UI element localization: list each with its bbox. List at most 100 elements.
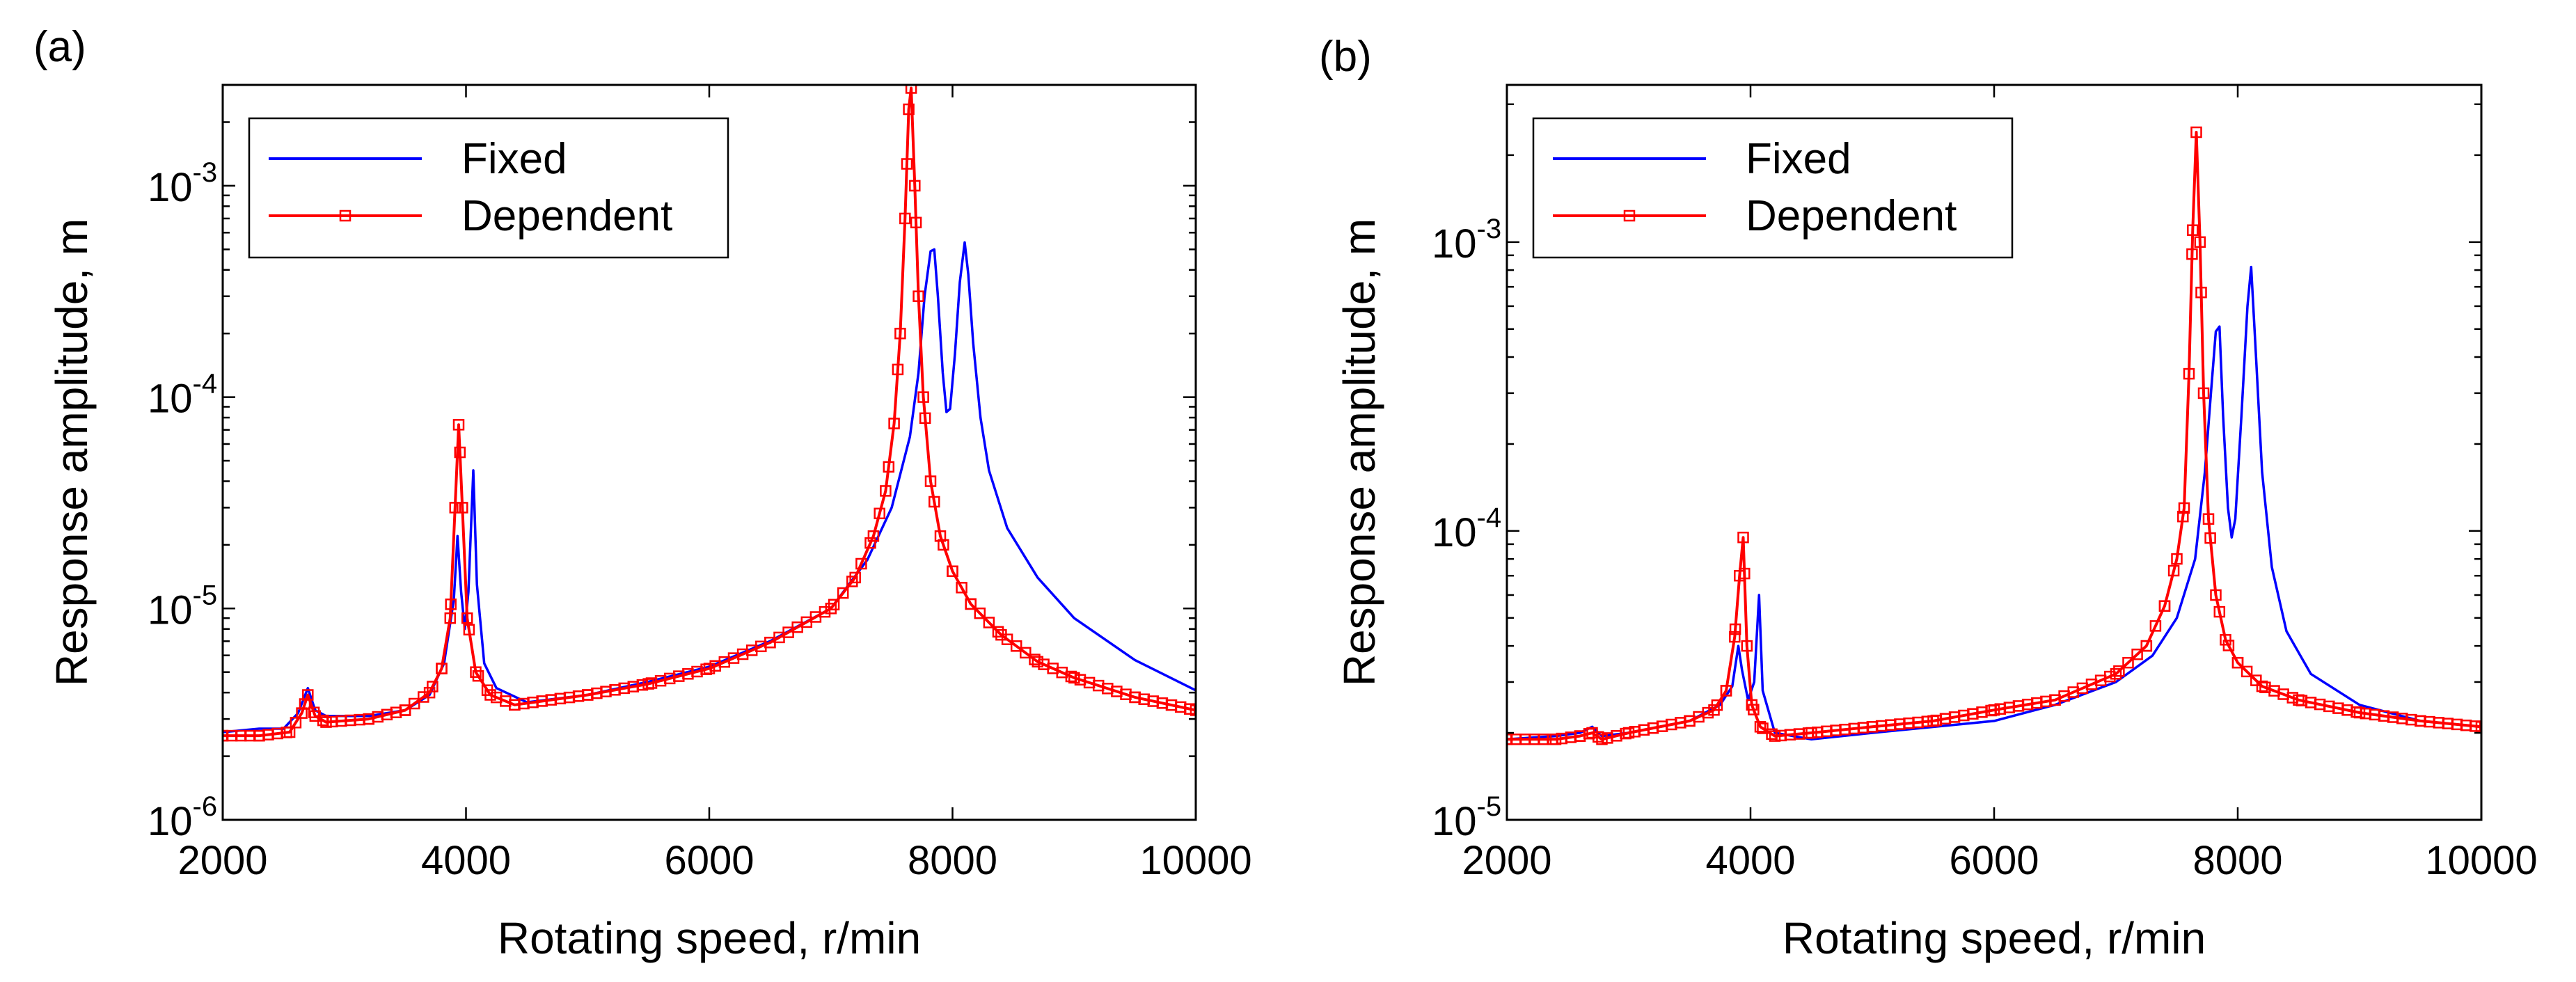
data-point-marker <box>2187 224 2199 236</box>
data-point-marker <box>2222 640 2235 651</box>
legend-label-fixed: Fixed <box>461 135 567 183</box>
data-point-marker <box>452 419 465 431</box>
y-tick-label-base: 10 <box>148 377 193 422</box>
data-point-marker <box>427 681 438 692</box>
legend: Fixed Dependent <box>248 117 729 259</box>
data-point-marker <box>864 537 876 549</box>
data-point-marker <box>2202 513 2215 525</box>
data-point-marker <box>1748 704 1760 715</box>
data-point-marker <box>2194 236 2206 248</box>
y-axis-title: Response amplitude, m <box>1334 219 1384 686</box>
data-point-marker <box>2113 665 2125 677</box>
data-point-marker <box>1769 730 1781 742</box>
data-point-marker <box>819 605 831 618</box>
y-axis-title: Response amplitude, m <box>47 219 97 686</box>
y-tick-label-base: 10 <box>148 799 193 844</box>
series-markers-dependent <box>223 85 1196 742</box>
data-point-marker <box>983 617 995 628</box>
y-tick-label-base: 10 <box>1432 799 1477 844</box>
y-tick-label: 10-3 <box>1432 214 1501 267</box>
data-point-marker <box>1001 633 1013 645</box>
data-point-marker <box>910 216 922 229</box>
y-tick-label-exponent: -4 <box>1477 502 1502 533</box>
x-tick-label: 8000 <box>908 838 997 883</box>
x-tick-label: 4000 <box>421 838 511 883</box>
data-point-marker <box>283 726 296 738</box>
data-point-marker <box>2241 665 2253 678</box>
data-point-marker <box>2149 620 2162 632</box>
data-point-marker <box>2353 706 2366 719</box>
data-point-marker <box>909 180 921 192</box>
data-point-marker <box>892 363 904 376</box>
chart-panel-b: (b)2000 4000 6000 8000 1000010-510-410-3Rota… <box>1319 33 2538 963</box>
x-tick-label: 6000 <box>664 838 754 883</box>
y-tick-label-exponent: -5 <box>193 580 218 610</box>
y-tick-label-exponent: -3 <box>193 157 218 188</box>
data-point-marker <box>1805 727 1817 739</box>
legend-marker <box>339 209 351 222</box>
panel-label: (a) <box>33 23 86 71</box>
data-point-marker <box>320 716 332 728</box>
data-point-marker <box>2190 126 2202 138</box>
data-point-marker <box>444 612 457 624</box>
data-point-marker <box>883 461 895 473</box>
data-point-marker <box>917 391 929 403</box>
x-tick-label: 10000 <box>1139 838 1251 883</box>
x-axis-title: Rotating speed, r/min <box>498 913 921 963</box>
y-tick-label-base: 10 <box>148 165 193 210</box>
data-point-marker <box>1702 706 1714 719</box>
data-point-marker <box>1190 704 1196 716</box>
data-point-marker <box>849 571 861 584</box>
data-point-marker <box>2250 674 2262 686</box>
data-point-marker <box>2178 502 2190 514</box>
data-point-marker <box>1622 727 1635 739</box>
data-point-marker <box>1720 685 1732 697</box>
data-point-marker <box>2256 680 2268 692</box>
data-point-marker <box>1739 567 1751 580</box>
data-point-marker <box>1711 699 1723 711</box>
y-tick-label: 10-5 <box>1432 791 1501 844</box>
chart-panel-a: (a)2000 4000 6000 8000 1000010-610-510-410-3… <box>33 23 1252 963</box>
y-tick-label-exponent: -6 <box>193 791 218 822</box>
data-point-marker <box>992 626 1004 638</box>
data-point-marker <box>2177 510 2189 523</box>
data-point-marker <box>2204 532 2216 544</box>
data-point-marker <box>445 599 457 610</box>
y-tick-label: 10-6 <box>148 791 217 844</box>
data-point-marker <box>454 446 466 459</box>
data-point-marker <box>974 607 986 619</box>
data-point-marker <box>1754 721 1767 733</box>
data-point-marker <box>828 599 840 611</box>
data-point-marker <box>956 582 967 594</box>
y-tick-label-exponent: -5 <box>1477 791 1502 822</box>
data-point-marker <box>1068 672 1080 684</box>
data-point-marker <box>436 663 448 674</box>
series-line-dependent <box>223 86 1196 738</box>
data-point-marker <box>423 686 436 699</box>
data-point-marker <box>901 158 913 170</box>
data-point-marker <box>965 598 977 610</box>
data-point-marker <box>2171 553 2183 565</box>
data-point-marker <box>867 530 880 542</box>
data-point-marker <box>1549 734 1562 745</box>
data-point-marker <box>2183 367 2195 380</box>
data-point-marker <box>2186 248 2198 260</box>
y-tick-label: 10-4 <box>148 369 217 422</box>
data-point-marker <box>2195 286 2207 299</box>
data-point-marker <box>905 85 917 94</box>
data-point-marker <box>1020 647 1032 659</box>
data-point-marker <box>2231 656 2244 669</box>
data-point-marker <box>703 663 716 674</box>
data-point-marker <box>2470 720 2481 732</box>
data-point-marker <box>2158 600 2171 612</box>
data-point-marker <box>912 290 924 302</box>
data-point-marker <box>2140 640 2153 652</box>
y-tick-label-base: 10 <box>148 587 193 633</box>
data-point-marker <box>408 697 420 710</box>
series-group <box>223 85 1196 742</box>
data-point-marker <box>2213 605 2226 618</box>
y-tick-label-exponent: -3 <box>1477 214 1502 244</box>
data-point-marker <box>1737 531 1749 544</box>
x-tick-label: 4000 <box>1705 838 1795 883</box>
